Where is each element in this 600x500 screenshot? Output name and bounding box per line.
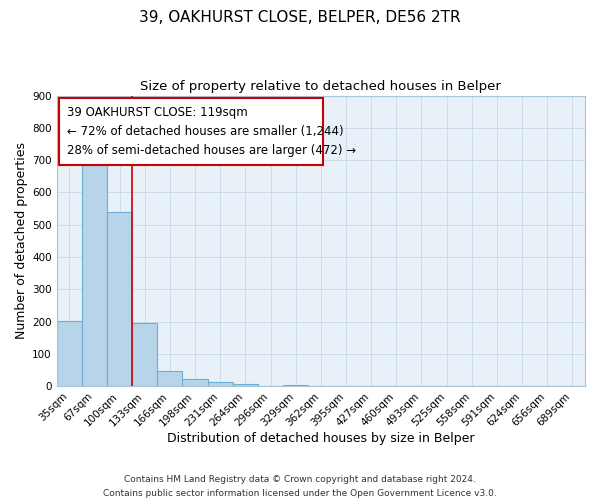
Bar xyxy=(283,384,308,386)
Text: 39 OAKHURST CLOSE: 119sqm
← 72% of detached houses are smaller (1,244)
28% of se: 39 OAKHURST CLOSE: 119sqm ← 72% of detac… xyxy=(67,106,356,156)
Text: 39, OAKHURST CLOSE, BELPER, DE56 2TR: 39, OAKHURST CLOSE, BELPER, DE56 2TR xyxy=(139,10,461,25)
FancyBboxPatch shape xyxy=(59,98,323,166)
X-axis label: Distribution of detached houses by size in Belper: Distribution of detached houses by size … xyxy=(167,432,475,445)
Y-axis label: Number of detached properties: Number of detached properties xyxy=(15,142,28,340)
Bar xyxy=(233,384,258,386)
Bar xyxy=(107,212,132,386)
Bar xyxy=(82,156,107,386)
Bar xyxy=(208,382,233,386)
Title: Size of property relative to detached houses in Belper: Size of property relative to detached ho… xyxy=(140,80,501,93)
Bar xyxy=(132,324,157,386)
Bar xyxy=(157,372,182,386)
Text: Contains HM Land Registry data © Crown copyright and database right 2024.
Contai: Contains HM Land Registry data © Crown c… xyxy=(103,476,497,498)
Bar xyxy=(56,320,82,386)
Bar xyxy=(182,379,208,386)
